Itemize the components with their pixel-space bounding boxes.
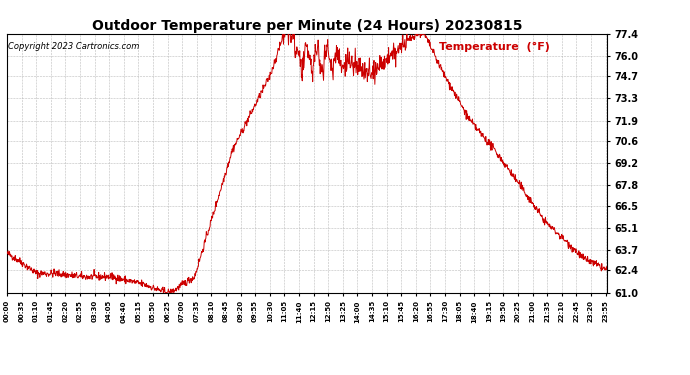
Text: Temperature  (°F): Temperature (°F) xyxy=(439,42,550,52)
Text: Copyright 2023 Cartronics.com: Copyright 2023 Cartronics.com xyxy=(8,42,139,51)
Title: Outdoor Temperature per Minute (24 Hours) 20230815: Outdoor Temperature per Minute (24 Hours… xyxy=(92,19,522,33)
